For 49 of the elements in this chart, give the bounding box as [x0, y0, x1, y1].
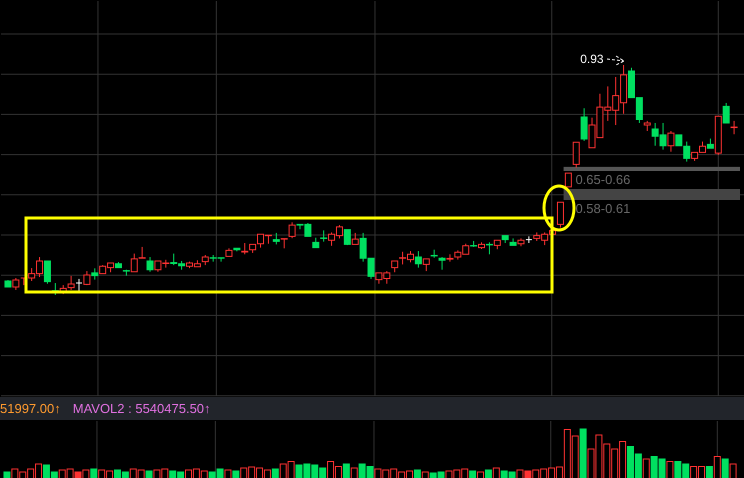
candlestick — [146, 256, 154, 272]
bar — [232, 470, 240, 478]
candlestick — [391, 260, 398, 273]
candlestick — [722, 102, 730, 124]
candlestick — [320, 230, 328, 242]
candlestick — [352, 232, 359, 245]
candlestick — [312, 237, 320, 248]
bar — [272, 468, 279, 478]
candlestick — [12, 277, 20, 290]
candlestick — [91, 268, 98, 280]
candlestick — [438, 256, 446, 270]
candlestick — [68, 275, 75, 290]
candlestick — [272, 232, 280, 245]
candlestick — [667, 130, 674, 152]
bar — [469, 470, 476, 478]
bar — [342, 464, 350, 478]
bar — [414, 470, 421, 478]
candlestick — [83, 270, 90, 286]
candlestick — [130, 253, 138, 272]
bar — [484, 470, 492, 478]
band-label: 0.65-0.66 — [575, 172, 630, 188]
candlestick — [344, 229, 351, 246]
candlestick — [44, 260, 51, 284]
candlestick — [564, 172, 572, 188]
text: 51997.00↑ — [0, 401, 61, 416]
candlestick — [202, 254, 209, 266]
candlestick — [280, 238, 288, 249]
annotation: 0.93 — [580, 52, 604, 66]
bar — [90, 468, 98, 478]
candlestick — [644, 120, 651, 132]
candlestick — [572, 142, 580, 168]
candlestick — [76, 278, 83, 292]
bar — [580, 428, 587, 478]
candlestick — [414, 250, 422, 268]
candlestick — [706, 138, 714, 149]
candlestick — [556, 202, 564, 228]
text: MAVOL2 : 5540475.50↑ — [72, 401, 211, 416]
candlestick — [486, 242, 493, 255]
candlestick — [580, 108, 588, 142]
candlestick — [138, 246, 146, 259]
bar — [722, 458, 729, 478]
band-label: 0.58-0.61 — [575, 201, 630, 216]
candlestick — [288, 222, 296, 239]
bar — [3, 472, 10, 478]
bar — [706, 466, 713, 478]
bar — [146, 470, 153, 478]
candlestick — [422, 258, 430, 272]
candlestick — [241, 242, 248, 255]
candlestick — [730, 120, 738, 135]
